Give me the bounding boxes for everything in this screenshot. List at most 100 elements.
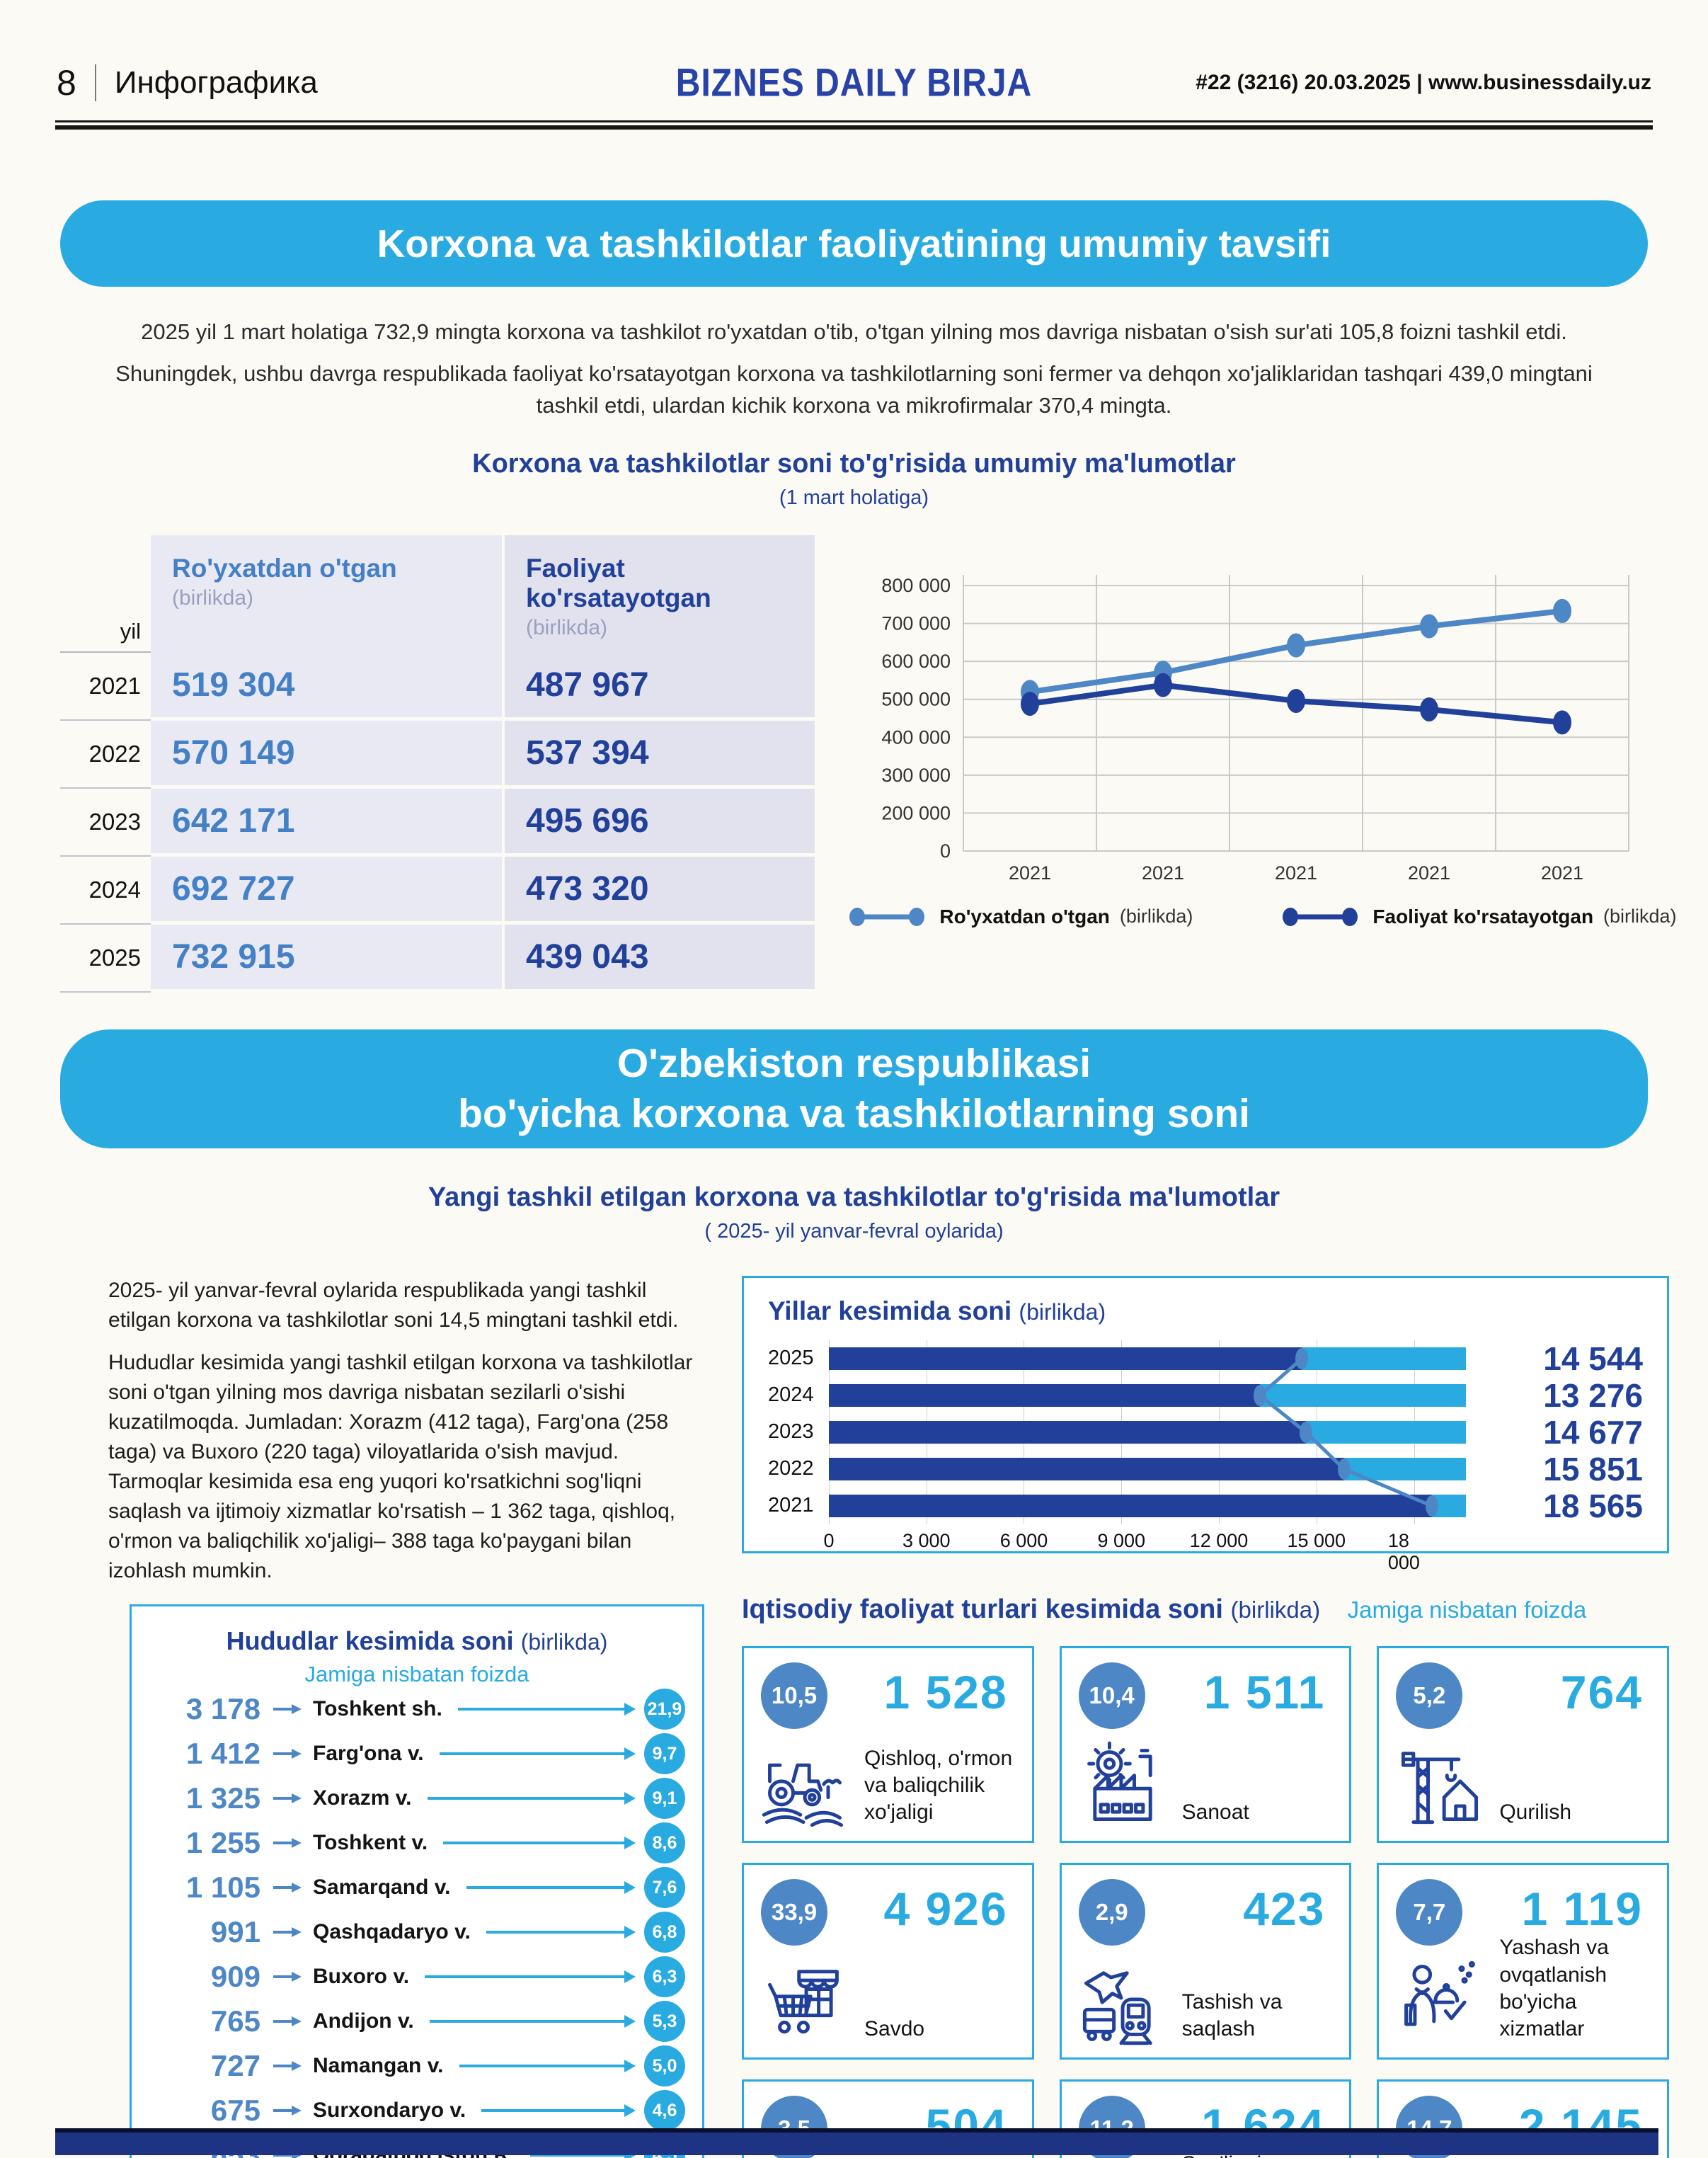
card-label: Savdo — [864, 2017, 925, 2041]
short-arrow-icon — [273, 1749, 302, 1759]
bar-row — [829, 1377, 1466, 1414]
table-cell-registered: 570 149 — [151, 720, 505, 789]
masthead-rule — [55, 120, 1653, 130]
intro-paragraph-1: 2025 yil 1 mart holatiga 732,9 mingta ko… — [141, 319, 1567, 344]
percent-badge: 6,3 — [644, 1956, 685, 1998]
bar-chart-track — [829, 1340, 1466, 1524]
crane-icon — [1402, 1752, 1479, 1824]
short-arrow-icon — [273, 1883, 302, 1893]
transport-icon — [1082, 1971, 1152, 2045]
short-arrow-icon — [273, 1972, 302, 1982]
short-arrow-icon — [273, 2106, 302, 2116]
year-column-header: yil — [60, 619, 151, 653]
percent-badge: 9,7 — [644, 1733, 685, 1775]
svg-text:600 000: 600 000 — [881, 651, 951, 672]
table-cell-registered: 519 304 — [151, 652, 505, 721]
activity-card-accommodation: 7,7 1 119 Yashash va ov — [1377, 1862, 1669, 2060]
card-value: 423 — [1243, 1882, 1326, 1935]
long-arrow-icon — [481, 2109, 626, 2113]
card-value: 1 511 — [1203, 1665, 1326, 1718]
percent-circle: 10,5 — [761, 1662, 827, 1729]
table-cell-active: 473 320 — [505, 856, 815, 925]
section2-banner-line1: O'zbekiston respublikasi — [617, 1040, 1091, 1086]
percent-badge: 9,1 — [644, 1778, 685, 1820]
svg-text:2021: 2021 — [1009, 862, 1051, 884]
bar-chart-x-axis: 0 3 000 6 000 9 000 12 000 15 000 18 000 — [823, 1529, 1420, 1573]
table-cell-active: 537 394 — [505, 720, 815, 789]
long-arrow-icon — [429, 2020, 626, 2023]
activity-card-trade: 33,9 4 926 Savdo — [742, 1862, 1034, 2060]
table-row-year: 2021 — [60, 653, 151, 721]
long-arrow-icon — [443, 1842, 626, 1845]
percent-circle: 33,9 — [761, 1878, 827, 1946]
regions-box: Hududlar kesimida soni (birlikda) Jamiga… — [130, 1604, 704, 2158]
activity-column: Yillar kesimida soni (birlikda) 2025 202… — [742, 1275, 1669, 2158]
section2-banner-line2: bo'yicha korxona va tashkilotlarning son… — [458, 1090, 1250, 1136]
svg-text:300 000: 300 000 — [881, 765, 951, 786]
regions-title: Hududlar kesimida soni (birlikda) — [226, 1626, 608, 1655]
factory-icon — [1087, 1741, 1152, 1821]
table-cell-registered: 732 915 — [151, 924, 505, 993]
card-label: Tashish va saqlash — [1181, 1990, 1283, 2041]
long-arrow-icon — [427, 1797, 626, 1800]
svg-text:500 000: 500 000 — [881, 689, 951, 710]
section2-paragraph-1: 2025- yil yanvar-fevral oylarida respubl… — [108, 1278, 679, 1332]
registered-column-header: Ro'yxatdan o'tgan (birlikda) — [151, 535, 505, 653]
card-label: Qurilish — [1499, 1800, 1572, 1825]
shop-cart-icon — [768, 1970, 839, 2034]
masthead-divider — [94, 64, 96, 101]
region-row: 1 325 Xorazm v. 9,1 — [149, 1776, 685, 1821]
region-row: 675 Surxondaryo v. 4,6 — [149, 2089, 685, 2133]
percent-badge: 21,9 — [644, 1689, 685, 1730]
table-row-year: 2025 — [60, 925, 151, 993]
newspaper-brand: BIZNES DAILY BIRJA — [675, 61, 1033, 105]
card-value: 4 926 — [883, 1882, 1008, 1935]
svg-text:400 000: 400 000 — [881, 726, 951, 748]
activity-card-transport: 2,9 423 Tashish va saqlash — [1059, 1862, 1352, 2060]
companies-table: yil Ro'yxatdan o'tgan (birlikda) Faoliya… — [60, 535, 815, 993]
region-row: 727 Namangan v. 5,0 — [149, 2044, 685, 2089]
card-label: Qishloq, o'rmon va baliqchilik xo'jaligi — [864, 1746, 1013, 1825]
card-value: 764 — [1560, 1665, 1643, 1718]
section1-subtitle: Korxona va tashkilotlar soni to'g'risida… — [472, 448, 1236, 479]
bar-row — [829, 1451, 1466, 1488]
table-cell-registered: 642 171 — [151, 788, 505, 857]
percent-badge: 4,6 — [644, 2090, 685, 2132]
line-chart-plot: 800 000 700 000 600 000 500 000 400 000 … — [881, 574, 1629, 884]
intro-paragraph-2: Shuningdek, ushbu davrga respublikada fa… — [115, 360, 1593, 418]
long-arrow-icon — [486, 1931, 626, 1934]
legend-item-registered: Ro'yxatdan o'tgan (birlikda) — [844, 905, 1193, 929]
region-row: 991 Qashqadaryo v. 6,8 — [149, 1910, 685, 1955]
region-row: 765 Andijon v. 5,3 — [149, 1999, 685, 2044]
table-row-year: 2024 — [60, 857, 151, 925]
short-arrow-icon — [273, 1927, 302, 1938]
short-arrow-icon — [273, 2016, 302, 2027]
activities-header: Iqtisodiy faoliyat turlari kesimida soni… — [742, 1594, 1587, 1624]
svg-text:2021: 2021 — [1275, 862, 1317, 884]
section2-paragraph-2: Hududlar kesimida yangi tashkil etilgan … — [108, 1350, 693, 1582]
region-row: 3 178 Toshkent sh. 21,9 — [149, 1687, 685, 1732]
tractor-icon — [762, 1763, 844, 1827]
legend-marker-icon — [1283, 907, 1358, 926]
bar-row — [829, 1414, 1466, 1451]
section2-banner: O'zbekiston respublikasi bo'yicha korxon… — [60, 1029, 1648, 1148]
bar-chart-year-labels: 2025 2024 2023 2022 2021 — [768, 1347, 814, 1517]
svg-text:200 000: 200 000 — [881, 802, 951, 823]
bar-row — [829, 1488, 1466, 1524]
svg-text:2021: 2021 — [1408, 862, 1450, 884]
waiter-icon — [1404, 1960, 1476, 2026]
legend-item-active: Faoliyat ko'rsatayotgan (birlikda) — [1278, 905, 1677, 929]
issue-info: #22 (3216) 20.03.2025 | www.businessdail… — [1196, 71, 1651, 94]
table-cell-active: 495 696 — [505, 788, 815, 857]
section2-subtitle-note: ( 2025- yil yanvar-fevral oylarida) — [704, 1219, 1004, 1243]
activity-card-agriculture: 10,5 1 528 Qishloq, o'r — [742, 1645, 1034, 1843]
short-arrow-icon — [273, 2061, 302, 2072]
section-name: Инфографика — [114, 65, 318, 100]
short-arrow-icon — [273, 1793, 302, 1804]
card-label: Sanoat — [1181, 1800, 1249, 1825]
short-arrow-icon — [273, 1838, 302, 1849]
svg-text:2021: 2021 — [1142, 862, 1184, 884]
percent-circle: 2,9 — [1078, 1878, 1145, 1946]
table-cell-registered: 692 727 — [151, 856, 505, 925]
